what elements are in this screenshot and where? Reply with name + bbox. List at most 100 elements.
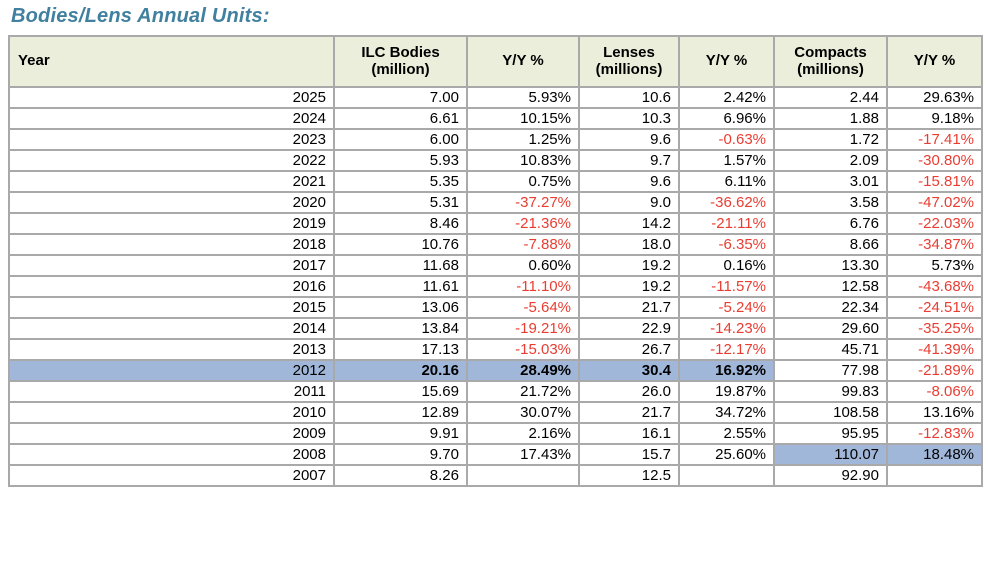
table-row: 2017 11.68 0.60% 19.2 0.16% 13.30 5.73% bbox=[8, 254, 983, 277]
table-row: 2008 9.70 17.43% 15.7 25.60% 110.07 18.48% bbox=[8, 443, 983, 466]
value-cell: 2.42% bbox=[678, 86, 775, 109]
value-cell: 17.43% bbox=[466, 443, 580, 466]
value-cell: 10.15% bbox=[466, 107, 580, 130]
value-cell: 9.70 bbox=[333, 443, 468, 466]
value-cell: 17.13 bbox=[333, 338, 468, 361]
value-cell: 11.61 bbox=[333, 275, 468, 298]
value-cell: 18.48% bbox=[886, 443, 983, 466]
value-cell: 10.3 bbox=[578, 107, 680, 130]
value-cell: 1.25% bbox=[466, 128, 580, 151]
year-cell: 2025 bbox=[8, 86, 335, 109]
value-cell: 5.31 bbox=[333, 191, 468, 214]
year-cell: 2019 bbox=[8, 212, 335, 235]
value-cell: 7.00 bbox=[333, 86, 468, 109]
value-cell: 95.95 bbox=[773, 422, 888, 445]
value-cell: 21.7 bbox=[578, 401, 680, 424]
value-cell: -41.39% bbox=[886, 338, 983, 361]
value-cell: 13.16% bbox=[886, 401, 983, 424]
value-cell: 12.58 bbox=[773, 275, 888, 298]
value-cell: 108.58 bbox=[773, 401, 888, 424]
table-row: 2013 17.13 -15.03% 26.7 -12.17% 45.71 -41.39% bbox=[8, 338, 983, 361]
year-cell: 2008 bbox=[8, 443, 335, 466]
value-cell: 77.98 bbox=[773, 359, 888, 382]
value-cell: 1.57% bbox=[678, 149, 775, 172]
table-row: 2023 6.00 1.25% 9.6 -0.63% 1.72 -17.41% bbox=[8, 128, 983, 151]
value-cell: -30.80% bbox=[886, 149, 983, 172]
value-cell bbox=[678, 464, 775, 487]
value-cell: -15.81% bbox=[886, 170, 983, 193]
value-cell: -19.21% bbox=[466, 317, 580, 340]
year-cell: 2007 bbox=[8, 464, 335, 487]
value-cell: -34.87% bbox=[886, 233, 983, 256]
value-cell: -15.03% bbox=[466, 338, 580, 361]
col-header-lenses-yoy: Y/Y % bbox=[678, 35, 775, 88]
value-cell: 26.0 bbox=[578, 380, 680, 403]
year-cell: 2009 bbox=[8, 422, 335, 445]
value-cell: 22.9 bbox=[578, 317, 680, 340]
value-cell: 25.60% bbox=[678, 443, 775, 466]
col-header-ilc-bodies: ILC Bodies (million) bbox=[333, 35, 468, 88]
value-cell: -0.63% bbox=[678, 128, 775, 151]
value-cell: -8.06% bbox=[886, 380, 983, 403]
value-cell: 10.6 bbox=[578, 86, 680, 109]
value-cell bbox=[886, 464, 983, 487]
value-cell: 3.01 bbox=[773, 170, 888, 193]
value-cell: 9.18% bbox=[886, 107, 983, 130]
value-cell: 99.83 bbox=[773, 380, 888, 403]
table-row: 2010 12.89 30.07% 21.7 34.72% 108.58 13.16% bbox=[8, 401, 983, 424]
table-row: 2018 10.76 -7.88% 18.0 -6.35% 8.66 -34.87% bbox=[8, 233, 983, 256]
value-cell: 1.72 bbox=[773, 128, 888, 151]
value-cell: 15.69 bbox=[333, 380, 468, 403]
value-cell: 2.44 bbox=[773, 86, 888, 109]
value-cell: 26.7 bbox=[578, 338, 680, 361]
page-title: Bodies/Lens Annual Units: bbox=[11, 5, 270, 27]
year-cell: 2022 bbox=[8, 149, 335, 172]
value-cell: 16.92% bbox=[678, 359, 775, 382]
value-cell: 8.66 bbox=[773, 233, 888, 256]
col-header-lenses: Lenses (millions) bbox=[578, 35, 680, 88]
year-cell: 2010 bbox=[8, 401, 335, 424]
value-cell: 5.93% bbox=[466, 86, 580, 109]
value-cell: 9.6 bbox=[578, 128, 680, 151]
value-cell: 2.09 bbox=[773, 149, 888, 172]
value-cell: 9.7 bbox=[578, 149, 680, 172]
table-row: 2009 9.91 2.16% 16.1 2.55% 95.95 -12.83% bbox=[8, 422, 983, 445]
value-cell: 0.16% bbox=[678, 254, 775, 277]
value-cell: 12.5 bbox=[578, 464, 680, 487]
table-row: 2011 15.69 21.72% 26.0 19.87% 99.83 -8.06% bbox=[8, 380, 983, 403]
table-row: 2012 20.16 28.49% 30.4 16.92% 77.98 -21.89% bbox=[8, 359, 983, 382]
value-cell: 8.46 bbox=[333, 212, 468, 235]
year-cell: 2024 bbox=[8, 107, 335, 130]
value-cell: -37.27% bbox=[466, 191, 580, 214]
value-cell: 14.2 bbox=[578, 212, 680, 235]
value-cell: -11.57% bbox=[678, 275, 775, 298]
value-cell: 0.75% bbox=[466, 170, 580, 193]
year-cell: 2013 bbox=[8, 338, 335, 361]
table-header: Year ILC Bodies (million) Y/Y % Lenses (… bbox=[8, 35, 983, 88]
year-cell: 2023 bbox=[8, 128, 335, 151]
value-cell: 5.73% bbox=[886, 254, 983, 277]
value-cell: 8.26 bbox=[333, 464, 468, 487]
value-cell: -6.35% bbox=[678, 233, 775, 256]
value-cell: -5.24% bbox=[678, 296, 775, 319]
year-cell: 2021 bbox=[8, 170, 335, 193]
year-cell: 2016 bbox=[8, 275, 335, 298]
value-cell: 10.83% bbox=[466, 149, 580, 172]
value-cell: 30.4 bbox=[578, 359, 680, 382]
value-cell: 2.55% bbox=[678, 422, 775, 445]
value-cell: -5.64% bbox=[466, 296, 580, 319]
value-cell: 13.06 bbox=[333, 296, 468, 319]
value-cell: 22.34 bbox=[773, 296, 888, 319]
value-cell: 5.35 bbox=[333, 170, 468, 193]
value-cell: 18.0 bbox=[578, 233, 680, 256]
header-row: Year ILC Bodies (million) Y/Y % Lenses (… bbox=[8, 35, 983, 88]
value-cell: 5.93 bbox=[333, 149, 468, 172]
value-cell: -36.62% bbox=[678, 191, 775, 214]
table-row: 2014 13.84 -19.21% 22.9 -14.23% 29.60 -35.25% bbox=[8, 317, 983, 340]
value-cell: -24.51% bbox=[886, 296, 983, 319]
value-cell: 9.91 bbox=[333, 422, 468, 445]
value-cell: 3.58 bbox=[773, 191, 888, 214]
value-cell: -35.25% bbox=[886, 317, 983, 340]
year-cell: 2018 bbox=[8, 233, 335, 256]
value-cell: 12.89 bbox=[333, 401, 468, 424]
